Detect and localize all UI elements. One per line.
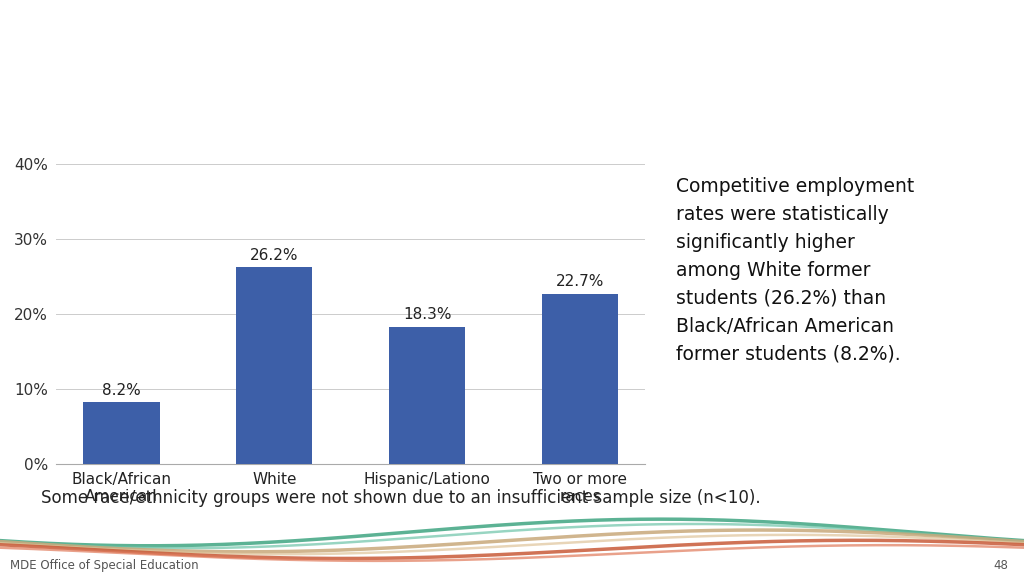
Text: Competitive employment
rates were statistically
significantly higher
among White: Competitive employment rates were statis… — [676, 177, 914, 364]
Bar — [236, 267, 312, 464]
Text: Some race/ethnicity groups were not shown due to an insufficient sample size (n<: Some race/ethnicity groups were not show… — [41, 489, 761, 507]
Text: MDE Office of Special Education: MDE Office of Special Education — [10, 559, 199, 571]
Text: 22.7%: 22.7% — [556, 274, 604, 289]
Text: 26.2%: 26.2% — [250, 248, 299, 263]
Bar — [389, 327, 466, 464]
Text: 8.2%: 8.2% — [102, 383, 140, 398]
Text: FFY2019: FFY2019 — [41, 82, 182, 111]
Text: Competitive Employment by Race/Ethnicity –: Competitive Employment by Race/Ethnicity… — [41, 25, 775, 54]
Bar — [83, 402, 160, 464]
Bar — [542, 294, 618, 464]
Text: 18.3%: 18.3% — [402, 307, 452, 322]
Text: 48: 48 — [993, 559, 1009, 571]
